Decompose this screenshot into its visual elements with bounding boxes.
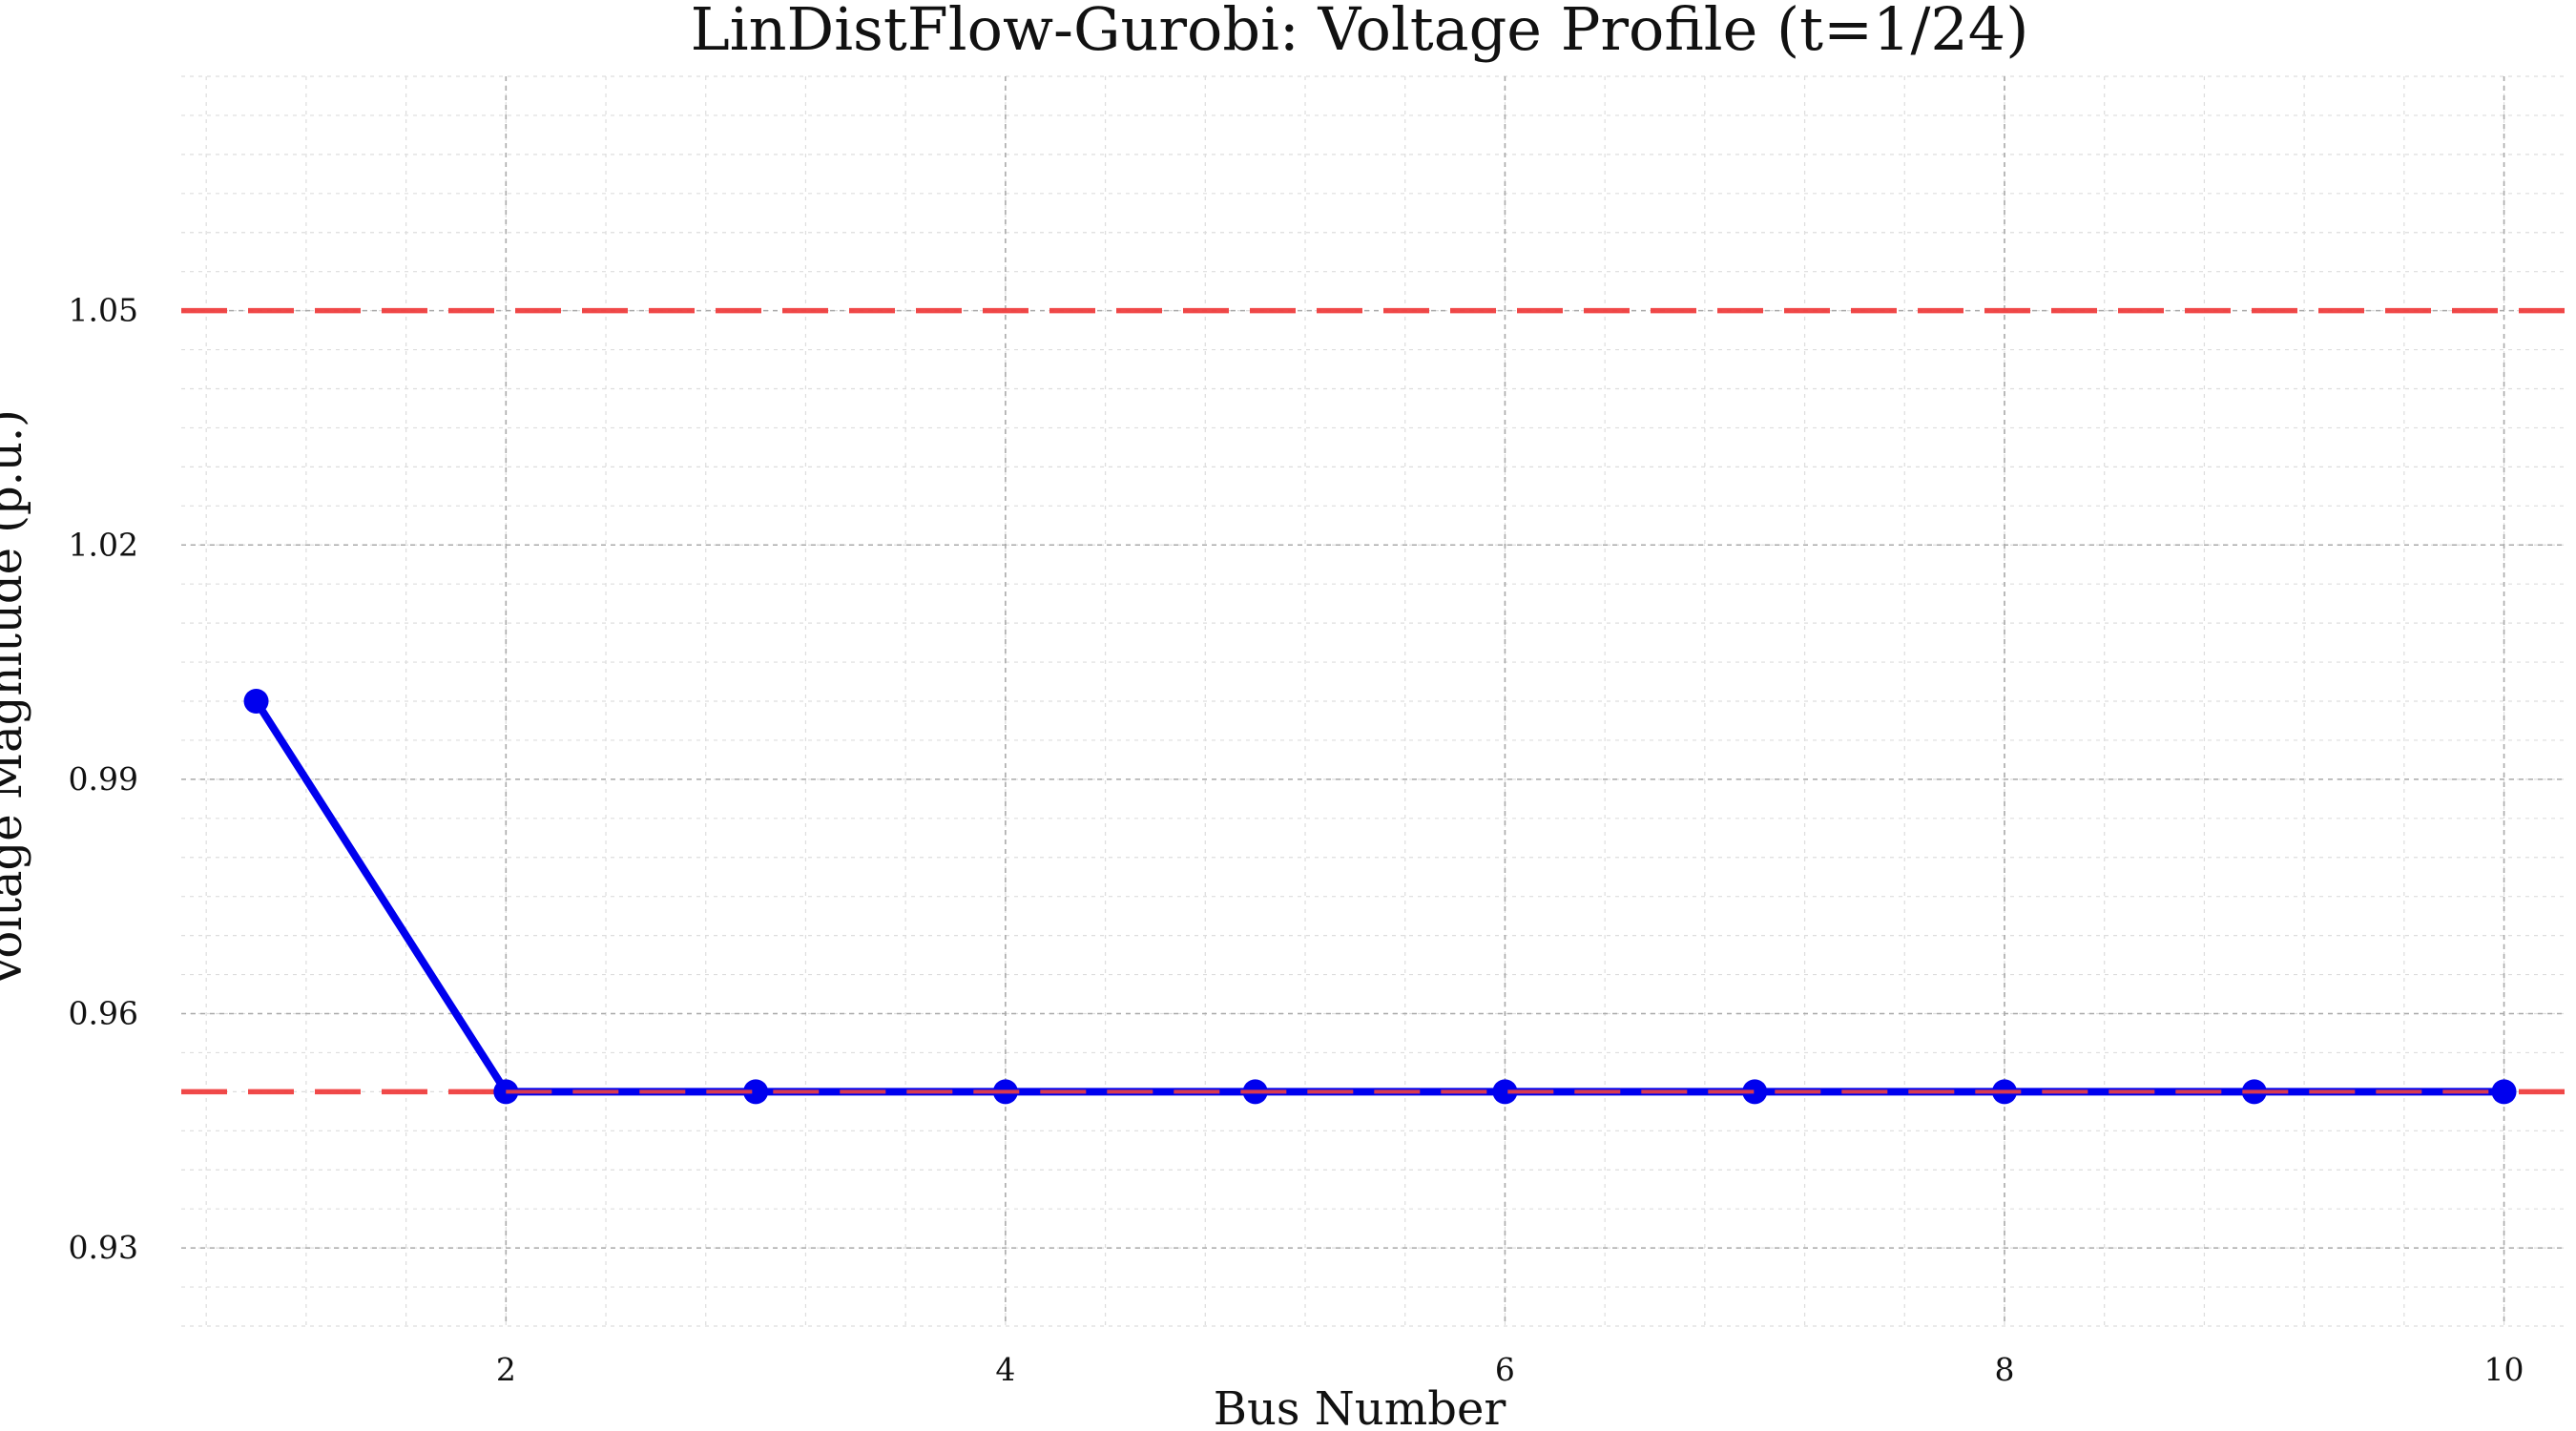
y-tick-label: 0.96 — [69, 995, 138, 1032]
y-tick-label: 0.93 — [69, 1229, 138, 1266]
x-tick-label: 4 — [995, 1351, 1015, 1388]
y-tick-label: 1.05 — [69, 292, 138, 329]
y-axis-label: Voltage Magnitude (p.u.) — [0, 409, 32, 988]
series-layer — [243, 689, 2517, 1105]
minor-grid — [181, 75, 2566, 1327]
x-tick-labels: 2 4 6 8 10 — [496, 1351, 2524, 1388]
data-point — [743, 1079, 769, 1105]
y-tick-label: 0.99 — [69, 760, 138, 798]
major-grid — [181, 76, 2566, 1326]
data-point — [1492, 1079, 1518, 1105]
data-point — [1742, 1079, 1768, 1105]
data-point — [2491, 1079, 2517, 1105]
chart-title: LinDistFlow-Gurobi: Voltage Profile (t=1… — [691, 0, 2029, 64]
y-tick-label: 1.02 — [69, 526, 138, 563]
x-axis-label: Bus Number — [1214, 1382, 1506, 1431]
x-tick-label: 8 — [1994, 1351, 2014, 1388]
x-tick-label: 2 — [496, 1351, 516, 1388]
x-tick-label: 6 — [1495, 1351, 1515, 1388]
data-point — [243, 689, 269, 714]
y-tick-labels: 0.93 0.96 0.99 1.02 1.05 — [69, 292, 138, 1267]
x-tick-label: 10 — [2484, 1351, 2524, 1388]
